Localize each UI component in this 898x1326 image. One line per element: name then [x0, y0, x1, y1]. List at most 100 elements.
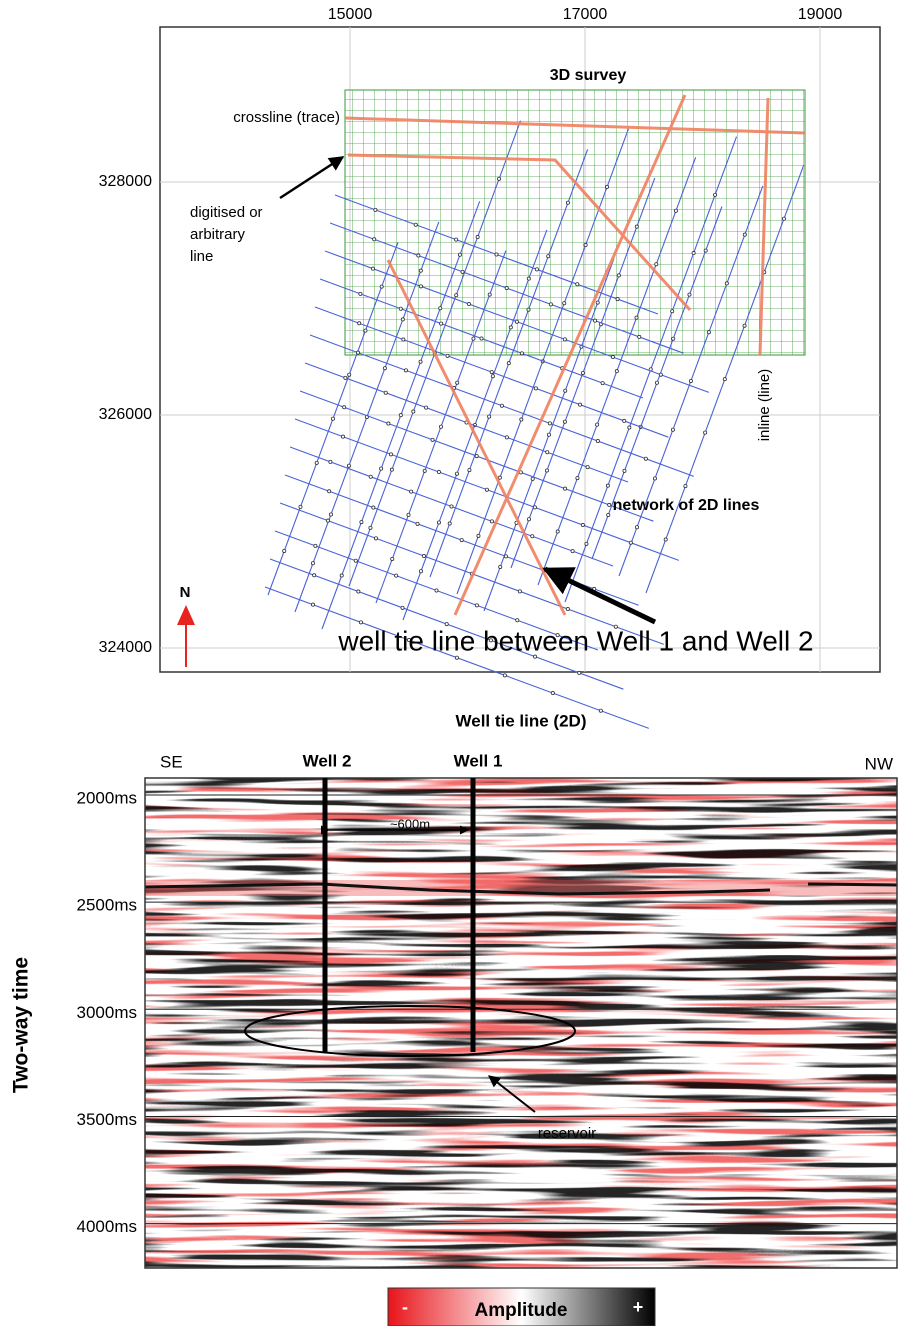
shotpoint [370, 266, 375, 271]
shotpoint [444, 622, 449, 627]
spacing-label: ~600m [390, 816, 430, 831]
shotpoint [643, 456, 648, 461]
shotpoint [340, 434, 345, 439]
colorbar [387, 1287, 656, 1326]
shotpoint [562, 337, 567, 342]
shotpoint [595, 300, 600, 305]
legend: - Amplitude + [387, 1287, 656, 1326]
shotpoint [534, 267, 539, 272]
shotpoint [449, 504, 454, 509]
shotpoint [508, 325, 513, 330]
shotpoint [595, 422, 600, 427]
shotpoint [355, 350, 360, 355]
shotpoint [313, 543, 318, 548]
shotpoint [454, 237, 459, 242]
shotpoint [422, 468, 427, 473]
shotpoint [418, 268, 423, 273]
arbitrary-line [347, 153, 692, 312]
shotpoint [372, 237, 377, 242]
shotpoint [489, 370, 494, 375]
shotpoint [713, 192, 718, 197]
shotpoint [436, 470, 441, 475]
label: arbitrary [190, 226, 246, 243]
shotpoint [593, 318, 598, 323]
shotpoint [403, 368, 408, 373]
direction: SE [160, 752, 183, 771]
shotpoint [502, 673, 507, 678]
label: network of 2D lines [613, 497, 760, 514]
y-tick-label: 326000 [99, 406, 152, 423]
shotpoint [562, 419, 567, 424]
shotpoint [487, 292, 492, 297]
map-panel: 15000 17000 19000 328000 326000 324000 3D sur… [99, 6, 881, 729]
section-title: Well tie line (2D) [456, 711, 587, 730]
shotpoint [388, 452, 393, 457]
shotpoint [418, 569, 423, 574]
shotpoint [347, 372, 352, 377]
shotpoint [454, 471, 459, 476]
shotpoint [504, 435, 509, 440]
shotpoint [368, 474, 373, 479]
shotpoint [471, 336, 476, 341]
shotpoint [563, 388, 568, 393]
shotpoint [325, 518, 330, 523]
shotpoint [555, 633, 560, 638]
shotpoint [600, 381, 605, 386]
shotpoint [494, 252, 499, 257]
y-tick-label: 3000ms [77, 1003, 137, 1022]
shotpoint [421, 554, 426, 559]
shotpoint [409, 489, 414, 494]
shotpoint [371, 505, 376, 510]
shotpoint [622, 418, 627, 423]
shotpoint [368, 525, 373, 530]
legend-min: - [402, 1297, 408, 1317]
shotpoint [533, 654, 538, 659]
shotpoint [401, 337, 406, 342]
shotpoint [622, 468, 627, 473]
shotpoint [389, 467, 394, 472]
shotpoint [411, 409, 416, 414]
y-tick-label: 3500ms [77, 1110, 137, 1129]
shotpoint [724, 281, 729, 286]
x-tick-label: 17000 [563, 6, 608, 23]
shotpoint [575, 282, 580, 287]
shotpoint [339, 573, 344, 578]
shotpoint [357, 321, 362, 326]
legend-title: Amplitude [475, 1300, 568, 1321]
shotpoint [415, 521, 420, 526]
shotpoint [530, 534, 535, 539]
shotpoint [467, 468, 472, 473]
shotpoint [406, 512, 411, 517]
seismic-black [145, 778, 897, 1268]
x-tick-label: 19000 [798, 6, 843, 23]
label: line [190, 248, 213, 265]
north-arrow [177, 605, 195, 667]
shotpoint [526, 307, 531, 312]
y-tick-label: 2500ms [77, 896, 137, 915]
shotpoint [489, 519, 494, 524]
shotpoint [438, 306, 443, 311]
shotpoint [607, 502, 612, 507]
shotpoint [562, 301, 567, 306]
shotpoint [570, 549, 575, 554]
shotpoint [673, 208, 678, 213]
shotpoint [314, 460, 319, 465]
shotpoint [328, 512, 333, 517]
shotpoint [585, 465, 590, 470]
shotpoint [742, 323, 747, 328]
shotpoint [400, 317, 405, 322]
label: well tie line between Well 1 and Well 2 [337, 625, 813, 656]
shotpoint [330, 416, 335, 421]
shotpoint [515, 618, 520, 623]
shotpoint [379, 284, 384, 289]
inline [758, 97, 770, 356]
shotpoint [565, 607, 570, 612]
shotpoint [628, 540, 633, 545]
shotpoint [546, 432, 551, 437]
shotpoint [359, 520, 364, 525]
shotpoint [343, 375, 348, 380]
y-tick-label: 2000ms [77, 788, 137, 807]
shotpoint [310, 602, 315, 607]
shotpoint [610, 355, 615, 360]
shotpoint [356, 589, 361, 594]
